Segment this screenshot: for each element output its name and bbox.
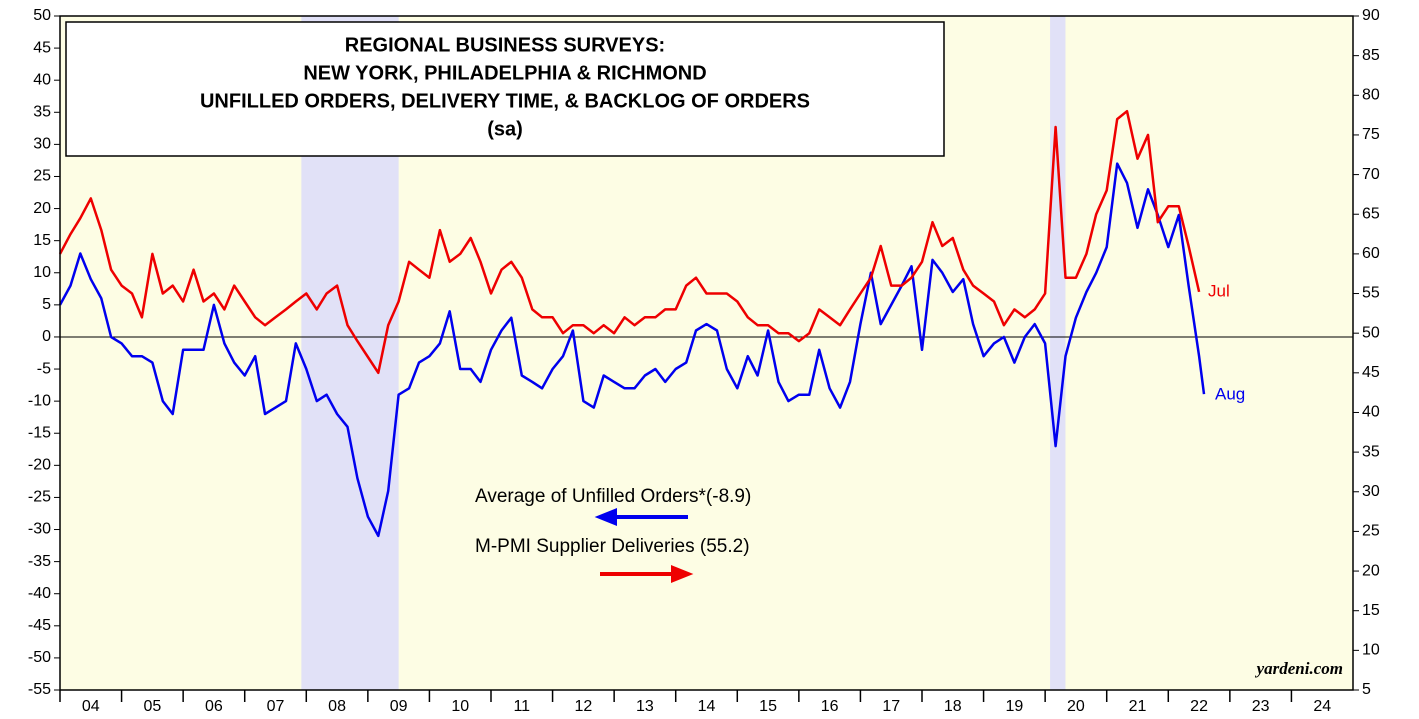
x-tick-label: 09 (390, 698, 408, 715)
y2-tick-label: 85 (1362, 47, 1380, 64)
y2-tick-label: 40 (1362, 404, 1380, 421)
y2-tick-label: 20 (1362, 562, 1380, 579)
end-label: Aug (1215, 384, 1245, 403)
x-tick-label: 22 (1190, 698, 1208, 715)
y-tick-label: -55 (28, 681, 51, 698)
y2-tick-label: 70 (1362, 166, 1380, 183)
y-tick-label: 45 (33, 39, 51, 56)
chart-title: REGIONAL BUSINESS SURVEYS: (345, 34, 665, 56)
x-tick-label: 13 (636, 698, 654, 715)
y-tick-label: -25 (28, 489, 51, 506)
plot-border (59, 15, 1354, 691)
chart-title: NEW YORK, PHILADELPHIA & RICHMOND (303, 62, 706, 84)
y-tick-label: 15 (33, 232, 51, 249)
y2-tick-label: 75 (1362, 126, 1380, 143)
y2-tick-label: 35 (1362, 443, 1380, 460)
y-tick-label: -35 (28, 553, 51, 570)
series-line (58, 162, 1206, 538)
y2-tick-label: 50 (1362, 324, 1380, 341)
watermark: yardeni.com (1255, 659, 1343, 678)
x-tick-label: 14 (698, 698, 716, 715)
y-tick-label: -15 (28, 424, 51, 441)
y-tick-label: -20 (28, 457, 51, 474)
x-tick-label: 21 (1129, 698, 1147, 715)
y2-tick-label: 65 (1362, 205, 1380, 222)
y-tick-label: -45 (28, 617, 51, 634)
legend-label: Average of Unfilled Orders*(-8.9) (475, 486, 751, 507)
y-tick-label: -50 (28, 649, 51, 666)
y-tick-label: -10 (28, 392, 51, 409)
x-tick-label: 19 (1005, 698, 1023, 715)
chart-title: (sa) (487, 118, 523, 140)
y2-tick-label: 55 (1362, 285, 1380, 302)
y2-tick-label: 15 (1362, 602, 1380, 619)
legend-arrow (594, 508, 688, 526)
x-tick-label: 07 (267, 698, 285, 715)
y2-tick-label: 60 (1362, 245, 1380, 262)
recession-band (1050, 16, 1066, 690)
y-tick-label: 40 (33, 71, 51, 88)
y-tick-label: 30 (33, 136, 51, 153)
y-tick-label: -30 (28, 521, 51, 538)
end-label: Jul (1208, 281, 1230, 300)
y-tick-label: 5 (42, 296, 51, 313)
title-box (65, 21, 945, 157)
y2-tick-label: 25 (1362, 523, 1380, 540)
x-tick-label: 10 (451, 698, 469, 715)
x-tick-label: 18 (944, 698, 962, 715)
y-tick-label: -5 (37, 360, 51, 377)
x-tick-label: 05 (143, 698, 161, 715)
x-tick-label: 16 (821, 698, 839, 715)
x-tick-label: 20 (1067, 698, 1085, 715)
legend-arrow (600, 565, 694, 583)
series-line (58, 109, 1201, 375)
legend-label: M-PMI Supplier Deliveries (55.2) (475, 536, 750, 557)
x-tick-label: 11 (513, 698, 530, 715)
y-tick-label: 10 (33, 264, 51, 281)
y2-tick-label: 10 (1362, 642, 1380, 659)
x-tick-label: 04 (82, 698, 100, 715)
y-tick-label: -40 (28, 585, 51, 602)
y2-tick-label: 5 (1362, 681, 1371, 698)
x-tick-label: 15 (759, 698, 777, 715)
x-tick-label: 17 (882, 698, 900, 715)
chart-title: UNFILLED ORDERS, DELIVERY TIME, & BACKLO… (200, 90, 810, 112)
y-tick-label: 35 (33, 104, 51, 121)
y-tick-label: 25 (33, 168, 51, 185)
x-tick-label: 12 (574, 698, 592, 715)
y2-tick-label: 80 (1362, 87, 1380, 104)
y-tick-label: 50 (33, 7, 51, 24)
y2-tick-label: 90 (1362, 7, 1380, 24)
y2-tick-label: 45 (1362, 364, 1380, 381)
y2-tick-label: 30 (1362, 483, 1380, 500)
x-tick-label: 08 (328, 698, 346, 715)
x-tick-label: 06 (205, 698, 223, 715)
y-tick-label: 20 (33, 200, 51, 217)
x-tick-label: 24 (1313, 698, 1331, 715)
y-tick-label: 0 (42, 328, 51, 345)
x-tick-label: 23 (1252, 698, 1270, 715)
